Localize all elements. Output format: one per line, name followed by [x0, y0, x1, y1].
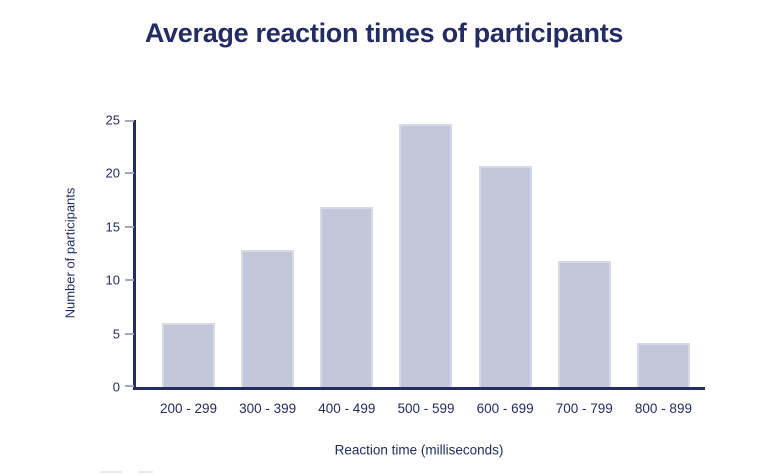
bar	[636, 343, 690, 387]
bar	[320, 206, 374, 387]
x-category-label: 700 - 799	[555, 401, 613, 416]
x-category-label: 500 - 599	[397, 401, 455, 416]
bar	[241, 250, 295, 387]
y-tick-label: 25	[105, 112, 120, 128]
y-tick-label: 0	[112, 379, 120, 395]
bar-band: 500 - 599	[397, 120, 454, 416]
x-category-label: 400 - 499	[318, 401, 376, 416]
bar-band: 200 - 299	[160, 120, 217, 416]
y-tick-label: 20	[105, 165, 120, 181]
x-category-label: 200 - 299	[159, 401, 218, 416]
bar-band: 600 - 699	[477, 120, 534, 416]
cropped-artifact	[139, 471, 153, 473]
x-category-label: 300 - 399	[239, 401, 297, 416]
y-tick-mark	[125, 172, 134, 175]
y-tick-mark	[125, 332, 134, 335]
y-tick-mark	[125, 385, 134, 387]
bars-container: 200 - 299 300 - 399 400 - 499 500 - 599 600 …	[135, 120, 705, 416]
x-category-label: 800 - 899	[634, 401, 692, 416]
y-tick-label: 5	[112, 326, 120, 342]
bar	[478, 165, 532, 387]
bar	[162, 322, 215, 387]
plot-area: 0 5 10 15 20 25 200 - 299 300 - 399 400 - 499 50…	[106, 113, 705, 416]
y-tick-mark	[125, 120, 134, 122]
bar-band: 800 - 899	[635, 120, 692, 416]
bar-band: 400 - 499	[318, 120, 375, 416]
x-axis-line	[133, 387, 705, 390]
y-tick-mark	[125, 279, 134, 282]
y-tick-mark	[125, 225, 134, 228]
bar-band: 300 - 399	[239, 120, 296, 416]
y-axis-line	[133, 120, 136, 390]
x-axis-title: Reaction time (milliseconds)	[334, 442, 504, 458]
x-category-label: 600 - 699	[476, 401, 534, 416]
cropped-artifact	[100, 471, 122, 473]
y-tick-label: 15	[105, 219, 120, 235]
y-axis-title: Number of participants	[62, 187, 78, 319]
bar	[399, 124, 453, 387]
bar	[557, 260, 611, 387]
bar-band: 700 - 799	[556, 120, 613, 416]
chart-title: Average reaction times of participants	[144, 18, 624, 48]
y-tick-label: 10	[105, 272, 120, 288]
